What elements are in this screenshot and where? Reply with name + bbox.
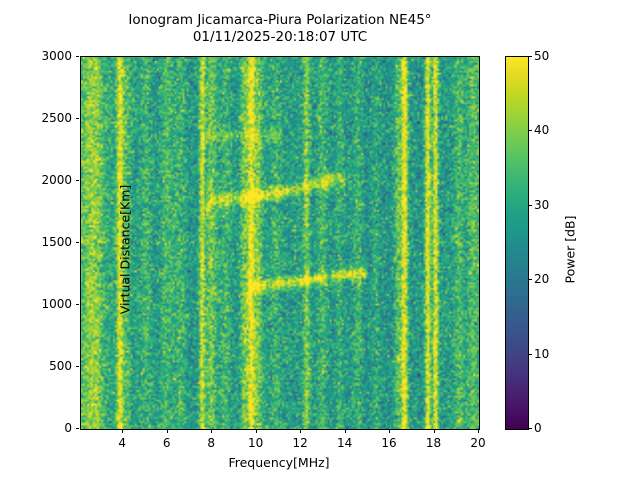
x-tick-label: 10 xyxy=(248,436,264,450)
y-tick-mark xyxy=(75,428,79,429)
y-tick-mark xyxy=(75,118,79,119)
y-tick-label: 500 xyxy=(49,359,72,373)
y-tick-mark xyxy=(75,180,79,181)
x-tick-mark xyxy=(255,429,257,433)
chart-title: Ionogram Jicamarca-Piura Polarization NE… xyxy=(128,12,432,45)
y-tick-label: 2000 xyxy=(41,173,72,187)
y-axis-label: Virtual Distance[Km] xyxy=(117,184,133,315)
colorbar-label: Power [dB] xyxy=(562,215,578,284)
y-tick-mark xyxy=(75,242,79,243)
y-tick-label: 0 xyxy=(64,421,72,435)
colorbar-tick-mark xyxy=(528,353,532,355)
colorbar-tick-label: 30 xyxy=(534,197,550,212)
colorbar-tick-mark xyxy=(528,428,532,429)
x-tick-label: 16 xyxy=(381,436,397,450)
colorbar xyxy=(505,56,529,430)
y-tick-label: 1500 xyxy=(41,235,72,249)
x-tick-label: 8 xyxy=(207,436,215,450)
y-tick-label: 2500 xyxy=(41,111,72,125)
y-tick-label: 1000 xyxy=(41,297,72,311)
y-tick-mark xyxy=(75,366,79,367)
colorbar-tick-mark xyxy=(528,279,532,281)
x-tick-mark xyxy=(122,429,124,433)
colorbar-tick-mark xyxy=(528,56,532,57)
x-axis-label: Frequency[MHz] xyxy=(228,455,330,470)
x-tick-mark xyxy=(478,429,479,433)
x-tick-mark xyxy=(166,429,168,433)
colorbar-tick-label: 20 xyxy=(534,272,550,287)
x-tick-mark xyxy=(344,429,346,433)
colorbar-gradient xyxy=(506,57,528,429)
x-tick-mark xyxy=(389,429,391,433)
x-tick-label: 12 xyxy=(292,436,308,450)
colorbar-tick-label: 50 xyxy=(534,49,550,63)
x-tick-label: 6 xyxy=(162,436,171,450)
x-tick-mark xyxy=(300,429,302,433)
x-tick-label: 18 xyxy=(425,436,442,450)
y-tick-mark xyxy=(75,56,79,57)
x-tick-label: 4 xyxy=(118,436,127,450)
colorbar-tick-mark xyxy=(528,130,532,132)
y-tick-mark xyxy=(75,304,79,305)
x-tick-mark xyxy=(211,429,213,433)
heatmap-plot-area xyxy=(80,56,480,430)
y-tick-label: 3000 xyxy=(41,49,72,63)
x-tick-mark xyxy=(433,429,435,433)
ionogram-heatmap-canvas xyxy=(81,57,479,429)
colorbar-tick-label: 40 xyxy=(534,123,550,138)
colorbar-tick-label: 10 xyxy=(534,346,550,361)
x-tick-label: 14 xyxy=(336,436,353,450)
colorbar-tick-label: 0 xyxy=(534,421,542,435)
colorbar-tick-mark xyxy=(528,204,532,206)
x-tick-label: 20 xyxy=(470,436,486,450)
